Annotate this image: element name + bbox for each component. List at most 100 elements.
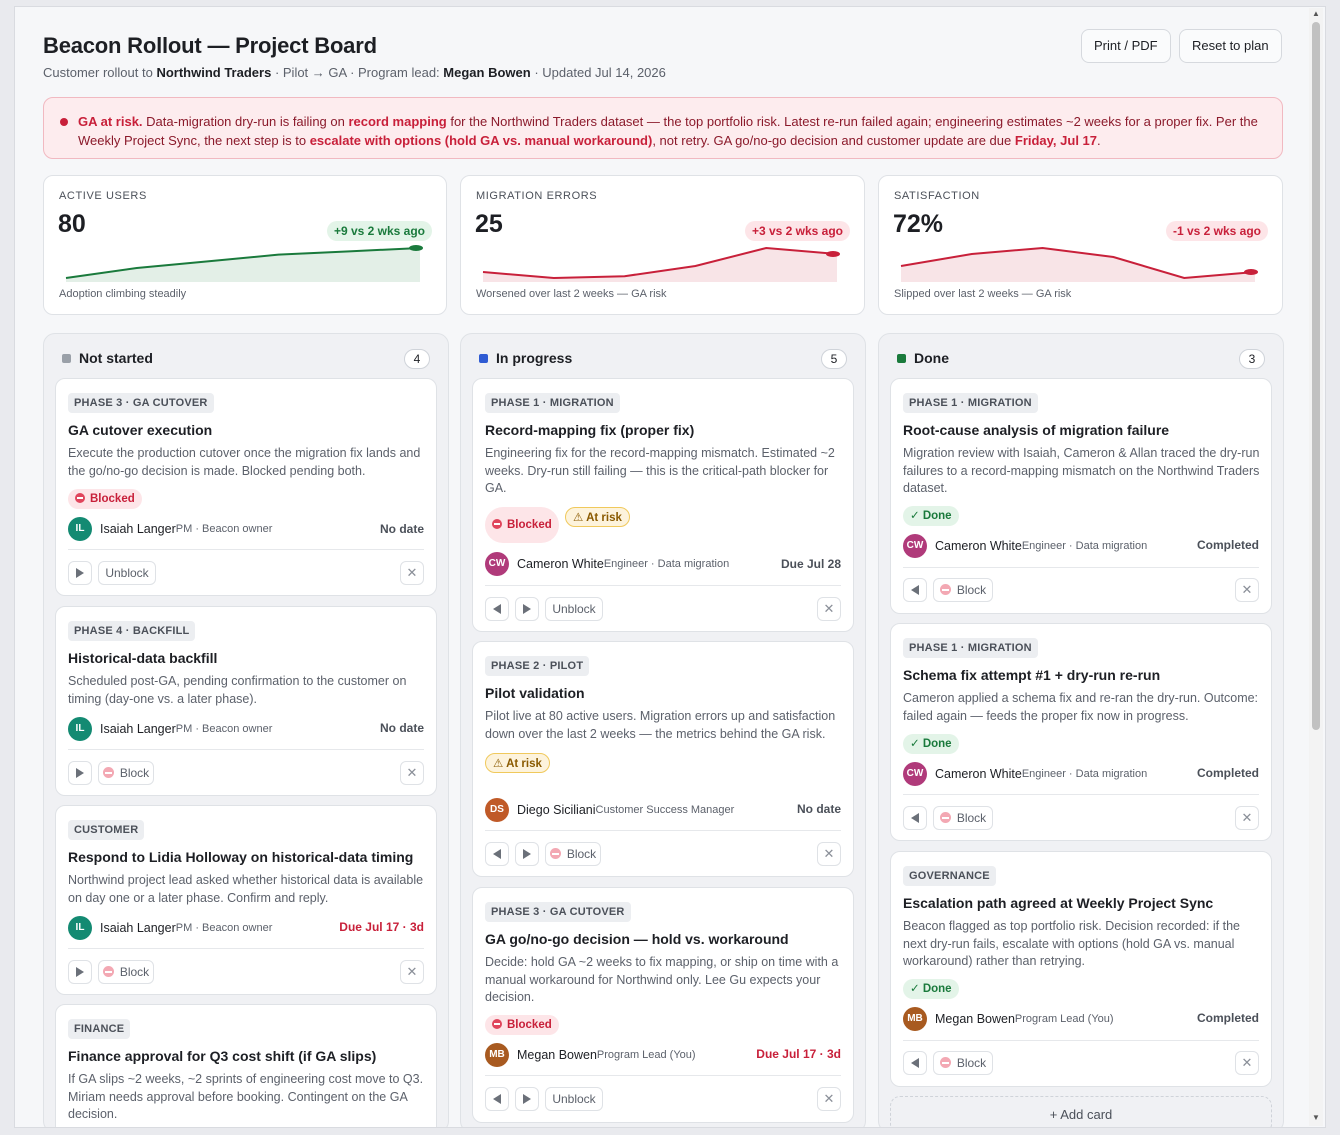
block-button[interactable]: Block	[545, 842, 601, 866]
sparkline-line	[900, 246, 1256, 280]
move-left-button[interactable]	[903, 806, 927, 830]
task-card[interactable]: GOVERNANCE Escalation path agreed at Wee…	[890, 851, 1272, 1087]
move-left-button[interactable]	[485, 1087, 509, 1111]
column-header: Not started	[62, 350, 153, 366]
move-left-button[interactable]	[485, 842, 509, 866]
phase-tag: PHASE 3 · GA CUTOVER	[485, 902, 631, 922]
task-card[interactable]: PHASE 2 · PILOT Pilot validation Pilot l…	[472, 641, 854, 877]
move-left-button[interactable]	[903, 578, 927, 602]
close-button[interactable]: ✕	[817, 1087, 841, 1111]
status-dot-icon	[897, 353, 906, 363]
play-icon	[76, 568, 84, 578]
card-title: Respond to Lidia Holloway on historical-…	[68, 849, 414, 865]
sparkline-endpoint	[1244, 269, 1258, 275]
move-right-button[interactable]	[515, 842, 539, 866]
customer-name: Northwind Traders	[156, 65, 272, 80]
column-done: Done 3 PHASE 1 · MIGRATION Root-cause an…	[878, 333, 1284, 1127]
play-icon	[523, 1094, 531, 1104]
metric-sparkline	[482, 246, 840, 282]
card-divider	[903, 1040, 1259, 1041]
unblock-button[interactable]: Unblock	[545, 597, 603, 621]
play-icon	[523, 849, 531, 859]
task-card[interactable]: PHASE 1 · MIGRATION Schema fix attempt #…	[890, 623, 1272, 841]
metric-sparkline	[65, 245, 423, 282]
assignee: CW Cameron White Engineer · Data migration	[903, 762, 1147, 786]
move-right-button[interactable]	[68, 960, 92, 984]
task-card[interactable]: PHASE 1 · MIGRATION Record-mapping fix (…	[472, 378, 854, 632]
avatar: IL	[68, 517, 92, 541]
due-date: Due Jul 17 · 3d	[339, 920, 424, 934]
card-divider	[68, 948, 424, 949]
scroll-up-arrow-icon[interactable]: ▲	[1312, 9, 1320, 18]
task-card[interactable]: PHASE 3 · GA CUTOVER GA go/no-go decisio…	[472, 887, 854, 1123]
back-icon	[911, 813, 919, 823]
add-card-button[interactable]: + Add card	[890, 1096, 1272, 1127]
close-button[interactable]: ✕	[817, 597, 841, 621]
card-title: Historical-data backfill	[68, 650, 218, 666]
card-description: Beacon flagged as top portfolio risk. De…	[903, 919, 1240, 968]
card-description: If GA slips ~2 weeks, ~2 sprints of engi…	[68, 1072, 424, 1121]
column-count: 5	[821, 349, 847, 369]
sparkline-area	[66, 248, 420, 282]
at-risk-badge: ⚠ At risk	[485, 753, 550, 773]
task-card[interactable]: CUSTOMER Respond to Lidia Holloway on hi…	[55, 805, 437, 995]
back-icon	[493, 1094, 501, 1104]
metric-label: MIGRATION ERRORS	[476, 190, 598, 202]
close-button[interactable]: ✕	[1235, 578, 1259, 602]
assignee: MB Megan Bowen Program Lead (You)	[485, 1043, 696, 1067]
column-header: In progress	[479, 350, 572, 366]
block-button[interactable]: Block	[933, 806, 993, 830]
alert-dot-icon	[60, 118, 68, 126]
close-button[interactable]: ✕	[400, 561, 424, 585]
close-button[interactable]: ✕	[1235, 806, 1259, 830]
block-button[interactable]: Block	[933, 578, 993, 602]
card-actions: Block ✕	[68, 960, 424, 984]
move-right-button[interactable]	[68, 561, 92, 585]
block-button[interactable]: Block	[933, 1051, 993, 1075]
print-pdf-button[interactable]: Print / PDF	[1081, 29, 1171, 63]
close-button[interactable]: ✕	[400, 761, 424, 785]
reset-to-plan-button[interactable]: Reset to plan	[1179, 29, 1282, 63]
phase-tag: PHASE 4 · BACKFILL	[68, 621, 196, 641]
block-button[interactable]: Block	[98, 960, 154, 984]
phase-tag: PHASE 1 · MIGRATION	[485, 393, 620, 413]
blocked-badge: Blocked	[485, 1015, 559, 1035]
done-badge: ✓ Done	[903, 979, 959, 999]
block-button[interactable]: Block	[98, 761, 154, 785]
task-card[interactable]: PHASE 1 · MIGRATION Root-cause analysis …	[890, 378, 1272, 614]
due-date: Due Jul 28	[780, 557, 841, 571]
close-button[interactable]: ✕	[1235, 1051, 1259, 1075]
sparkline-endpoint	[826, 251, 840, 257]
move-right-button[interactable]	[515, 597, 539, 621]
move-right-button[interactable]	[515, 1087, 539, 1111]
move-right-button[interactable]	[68, 761, 92, 785]
task-card[interactable]: PHASE 4 · BACKFILL Historical-data backf…	[55, 606, 437, 796]
unblock-button[interactable]: Unblock	[545, 1087, 603, 1111]
metric-card-satisfaction: SATISFACTION 72% -1 vs 2 wks ago Slipped…	[878, 175, 1283, 315]
unblock-button[interactable]: Unblock	[98, 561, 156, 585]
close-button[interactable]: ✕	[817, 842, 841, 866]
sparkline-line	[482, 246, 838, 280]
move-left-button[interactable]	[485, 597, 509, 621]
metric-label: SATISFACTION	[894, 190, 980, 202]
program-lead: Megan Bowen	[443, 65, 531, 80]
card-title: Pilot validation	[485, 685, 585, 701]
done-badge: ✓ Done	[903, 506, 959, 526]
blocked-badge: Blocked	[68, 489, 142, 509]
due-date: No date	[796, 802, 841, 816]
assignee: DS Diego Siciliani Customer Success Manage…	[485, 798, 734, 822]
assignee: IL Isaiah Langer PM · Beacon owner	[68, 916, 272, 940]
risk-banner: GA at risk. Data-migration dry-run is fa…	[43, 97, 1283, 159]
move-left-button[interactable]	[903, 1051, 927, 1075]
card-title: Schema fix attempt #1 + dry-run re-run	[903, 667, 1161, 683]
close-button[interactable]: ✕	[400, 960, 424, 984]
page-subtitle: Customer rollout to Northwind Traders · …	[43, 65, 666, 80]
back-icon	[493, 849, 501, 859]
phase-tag: FINANCE	[68, 1019, 131, 1039]
back-icon	[493, 604, 501, 614]
card-actions: Unblock ✕	[485, 1087, 841, 1111]
task-card[interactable]: PHASE 3 · GA CUTOVER GA cutover executio…	[55, 378, 437, 596]
task-card[interactable]: FINANCE Finance approval for Q3 cost shi…	[55, 1004, 437, 1127]
scrollbar-thumb[interactable]	[1312, 22, 1320, 730]
scroll-down-arrow-icon[interactable]: ▼	[1312, 1113, 1320, 1122]
